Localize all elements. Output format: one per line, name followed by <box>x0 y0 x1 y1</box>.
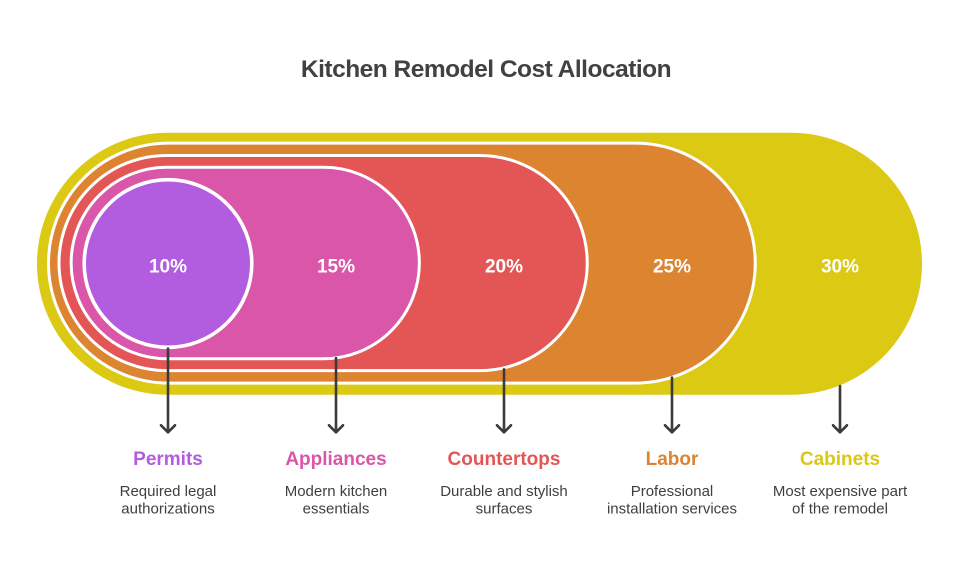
svg-text:Required legal: Required legal <box>120 483 217 500</box>
svg-text:Cabinets: Cabinets <box>800 449 880 470</box>
svg-text:20%: 20% <box>485 256 523 277</box>
svg-text:of the remodel: of the remodel <box>792 501 888 518</box>
svg-text:Labor: Labor <box>646 449 699 470</box>
svg-text:Appliances: Appliances <box>285 449 386 470</box>
svg-text:essentials: essentials <box>303 501 370 518</box>
svg-text:Professional: Professional <box>631 483 714 500</box>
svg-text:Permits: Permits <box>133 449 203 470</box>
svg-text:15%: 15% <box>317 256 355 277</box>
svg-text:30%: 30% <box>821 256 859 277</box>
svg-text:authorizations: authorizations <box>121 501 214 518</box>
svg-text:Modern kitchen: Modern kitchen <box>285 483 388 500</box>
svg-text:Countertops: Countertops <box>448 449 561 470</box>
svg-text:Kitchen Remodel Cost Allocatio: Kitchen Remodel Cost Allocation <box>301 56 671 83</box>
svg-text:Most expensive part: Most expensive part <box>773 483 908 500</box>
svg-text:25%: 25% <box>653 256 691 277</box>
svg-text:Durable and stylish: Durable and stylish <box>440 483 568 500</box>
svg-text:surfaces: surfaces <box>476 501 533 518</box>
svg-text:10%: 10% <box>149 256 187 277</box>
svg-text:installation services: installation services <box>607 501 737 518</box>
